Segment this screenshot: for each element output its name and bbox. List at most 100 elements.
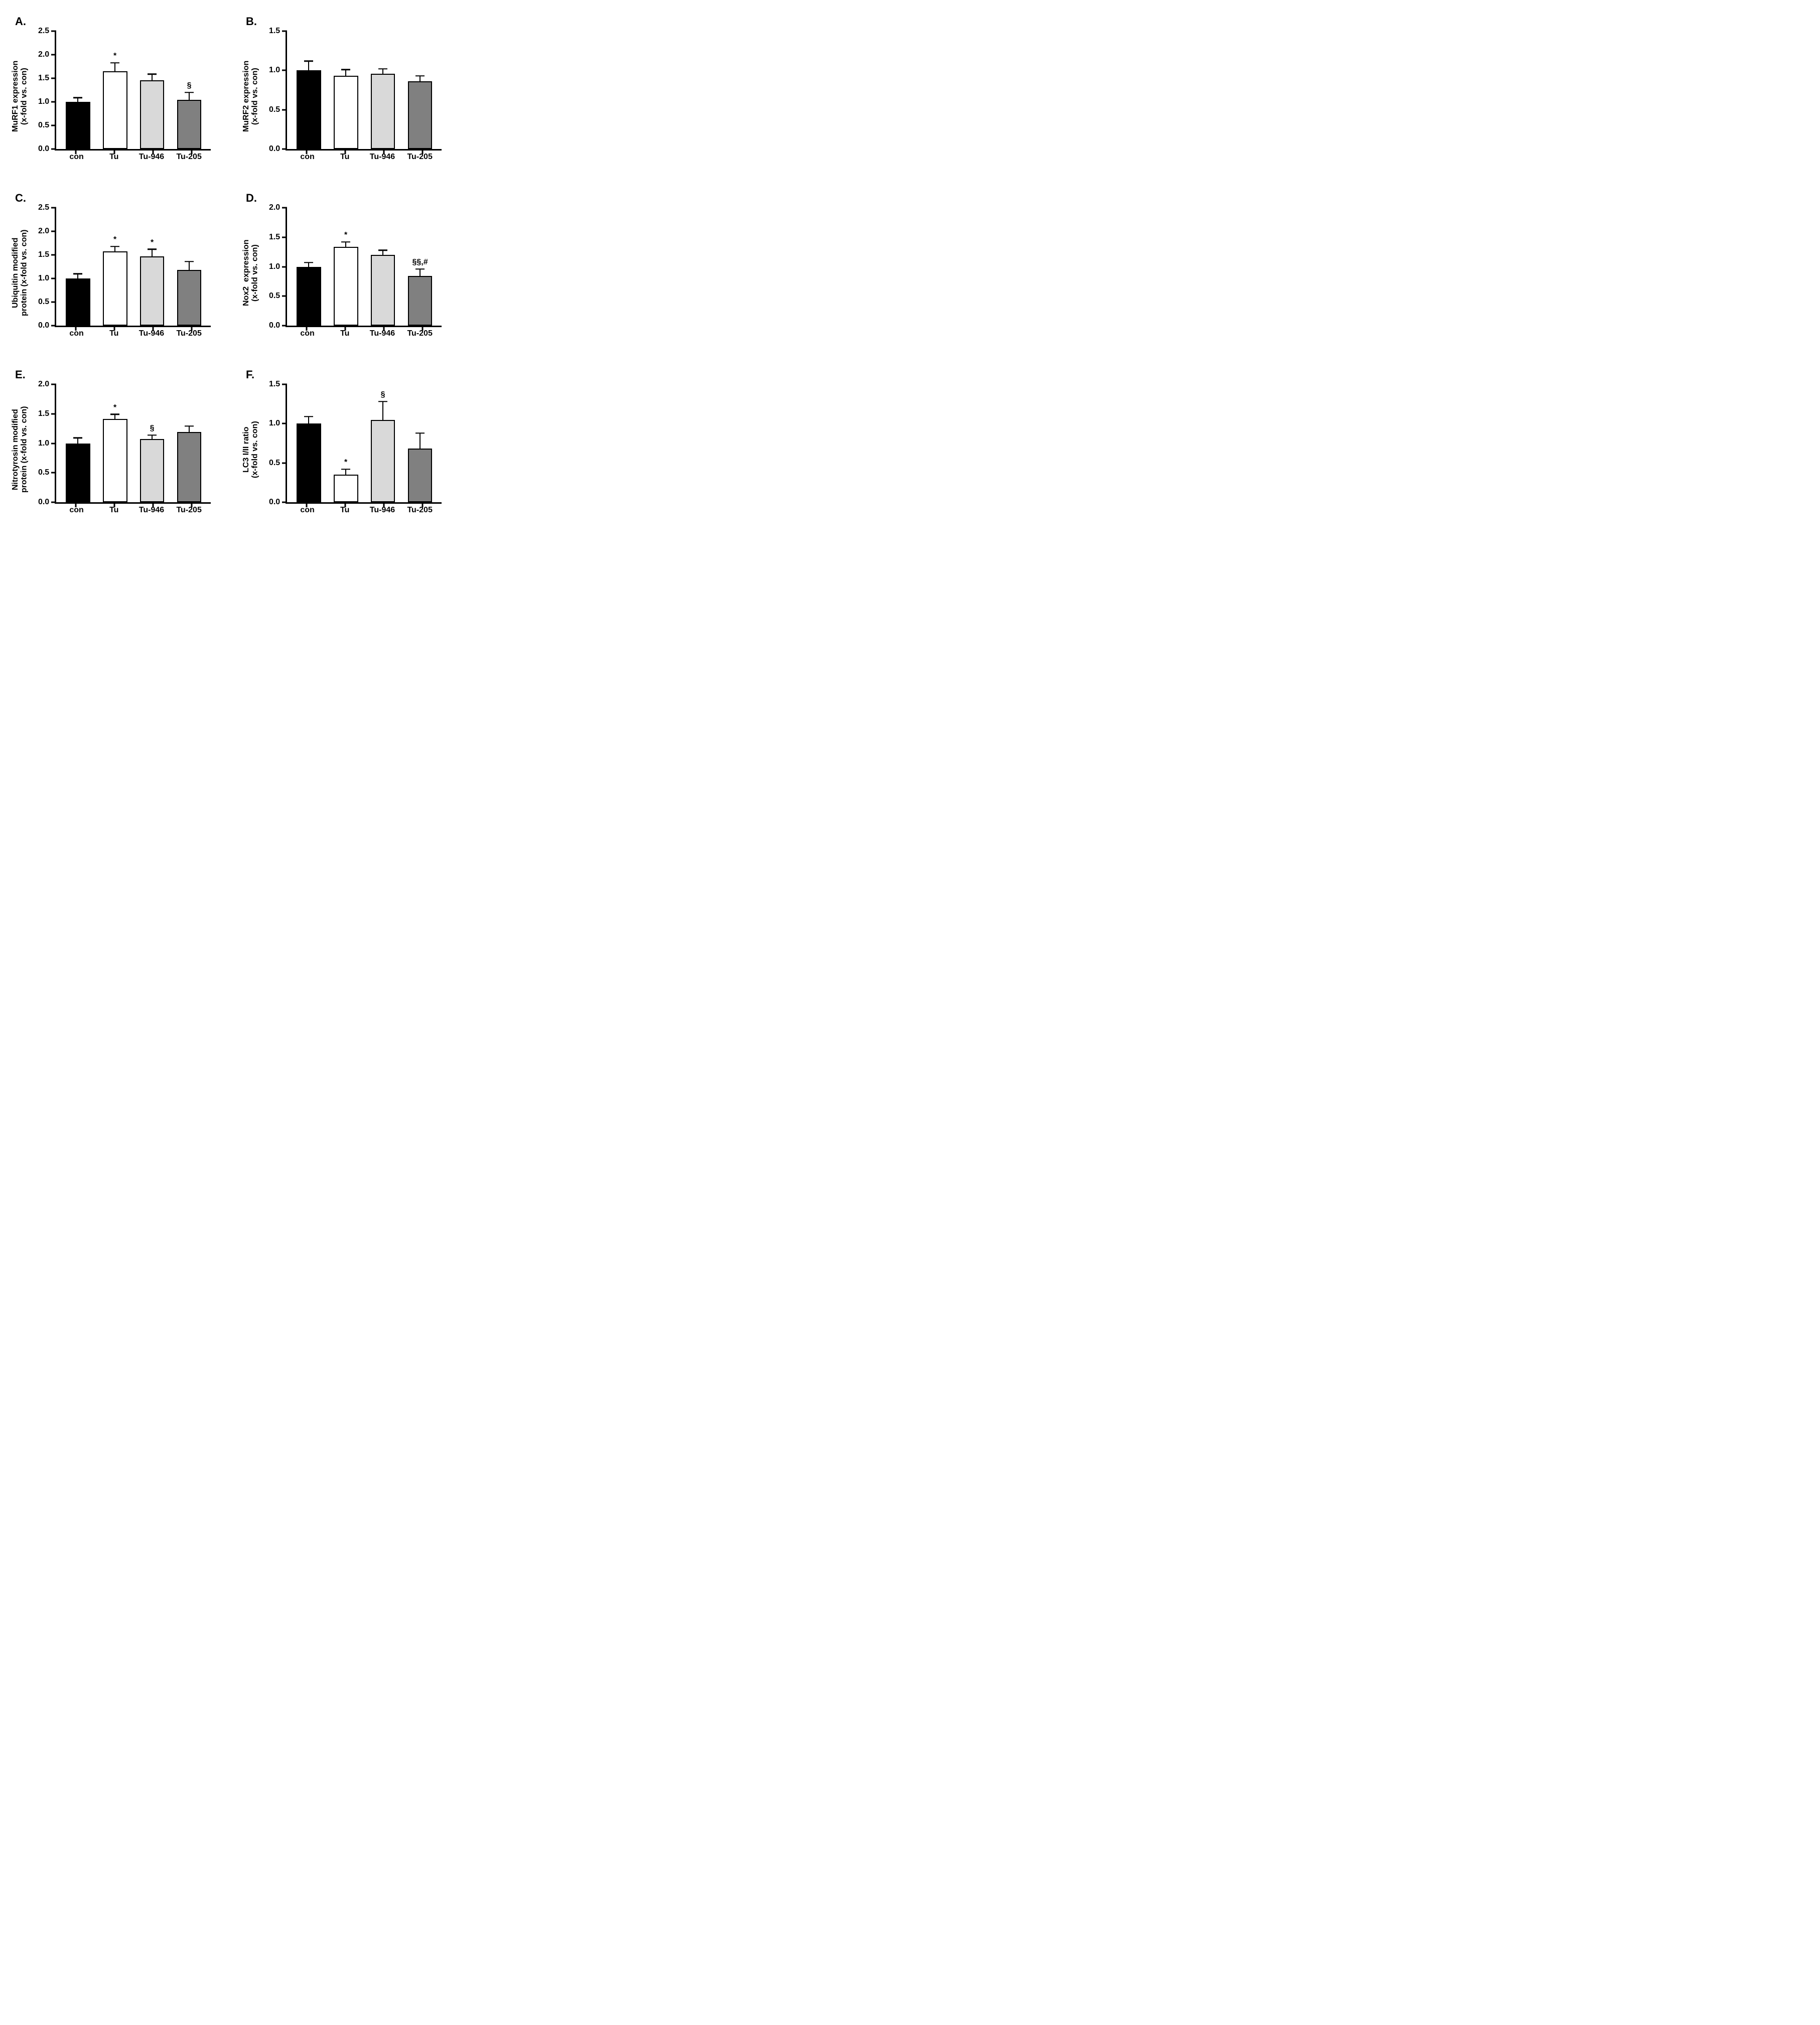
bar-slot [327,31,364,149]
y-tick [51,207,56,209]
y-axis-label: Nox2 expression (x-fold vs. con) [241,208,260,338]
bar-Tu-946 [140,80,165,149]
plot-wrap: 0.00.51.01.5*§conTuTu-946Tu-205 [260,384,442,515]
y-tick-label: 1.0 [269,66,280,75]
y-axis-label: Ubiquitin modified protein (x-fold vs. c… [10,208,30,338]
y-tick-label: 1.5 [38,250,49,259]
bar-Tu-205 [408,276,433,326]
y-tick [51,502,56,503]
bar-slot: * [133,208,171,326]
bar-slot [364,208,401,326]
bar-Tu-946 [371,255,395,326]
panel-A: A.MuRF1 expression (x-fold vs. con)0.00.… [10,15,211,162]
bars-container [287,31,442,149]
plot: 0.00.51.01.5 [286,31,442,151]
y-axis-label: MuRF2 expression (x-fold vs. con) [241,31,260,162]
bar-slot: §§,# [401,208,439,326]
x-tick [306,326,307,331]
x-label: Tu-205 [401,153,439,162]
bar-Tu-205 [177,270,202,326]
x-label: con [289,153,326,162]
x-label: Tu-205 [170,506,208,515]
x-labels: conTuTu-946Tu-205 [286,504,442,515]
y-tick [282,109,287,110]
plot: 0.00.51.01.52.02.5*§ [55,31,211,151]
bar-slot: § [364,384,401,502]
y-tick [282,296,287,297]
x-tick [113,149,115,154]
y-tick [51,101,56,103]
y-tick [282,31,287,32]
bar-Tu-205 [408,449,433,502]
x-tick [75,502,76,507]
bar-annotation: * [113,52,116,61]
y-tick [51,443,56,444]
y-tick [51,78,56,79]
y-tick-label: 2.0 [38,380,49,389]
chart-area: MuRF2 expression (x-fold vs. con) 0.00.51… [241,31,442,162]
y-tick-label: 1.5 [269,380,280,389]
y-tick-label: 0.5 [269,292,280,301]
x-tick [152,149,154,154]
y-tick [282,149,287,150]
plot: 0.00.51.01.52.0*§ [55,384,211,504]
x-label: con [58,506,95,515]
x-label: Tu-946 [364,153,401,162]
bar-slot [133,31,171,149]
y-tick [282,462,287,464]
bar-Tu [103,419,127,502]
x-tick [306,502,307,507]
x-label: Tu-946 [133,329,171,338]
y-tick [282,502,287,503]
y-tick-label: 1.5 [269,27,280,36]
bar-slot [401,384,439,502]
y-tick [51,278,56,279]
panel-F: F.LC3 I/II ratio (x-fold vs. con)0.00.51… [241,368,442,515]
panel-C: C.Ubiquitin modified protein (x-fold vs.… [10,192,211,338]
y-tick [51,149,56,150]
bar-annotation: § [381,390,385,399]
x-tick [191,502,192,507]
bar-annotation: * [151,238,154,247]
bar-slot: * [327,208,364,326]
bar-Tu-946 [140,256,165,326]
x-label: Tu-205 [401,329,439,338]
chart-area: Nox2 expression (x-fold vs. con)0.00.51.… [241,208,442,338]
y-tick [282,325,287,327]
y-tick-label: 0.5 [269,459,280,468]
x-label: con [289,506,326,515]
bar-slot [290,31,327,149]
bar-con [297,70,321,149]
y-tick-label: 2.5 [38,203,49,212]
x-label: Tu-946 [364,506,401,515]
y-tick [51,125,56,126]
panel-E: E.Nitrotyrosin modified protein (x-fold … [10,368,211,515]
x-tick [344,149,346,154]
figure-page: A.MuRF1 expression (x-fold vs. con)0.00.… [0,0,452,535]
plot: 0.00.51.01.5*§ [286,384,442,504]
bar-slot [401,31,439,149]
x-tick [75,326,76,331]
chart-area: Nitrotyrosin modified protein (x-fold vs… [10,384,211,515]
x-label: Tu-205 [170,329,208,338]
y-tick-label: 2.0 [38,50,49,59]
bar-Tu [334,76,358,149]
x-labels: conTuTu-946Tu-205 [55,504,211,515]
y-tick-label: 2.5 [38,27,49,36]
x-label: Tu-946 [364,329,401,338]
y-tick [282,266,287,267]
bar-slot [171,208,208,326]
y-tick-label: 0.5 [269,105,280,114]
x-label: Tu-946 [133,506,171,515]
bar-annotation: * [113,235,116,244]
y-tick [282,236,287,238]
bar-slot: § [133,384,171,502]
y-tick-label: 0.5 [38,121,49,130]
bar-annotation: * [344,458,347,467]
x-tick [113,502,115,507]
x-labels: conTuTu-946Tu-205 [55,327,211,338]
bar-Tu-946 [371,420,395,503]
x-tick [191,149,192,154]
y-tick-label: 0.5 [38,468,49,477]
y-tick-label: 2.0 [38,227,49,236]
